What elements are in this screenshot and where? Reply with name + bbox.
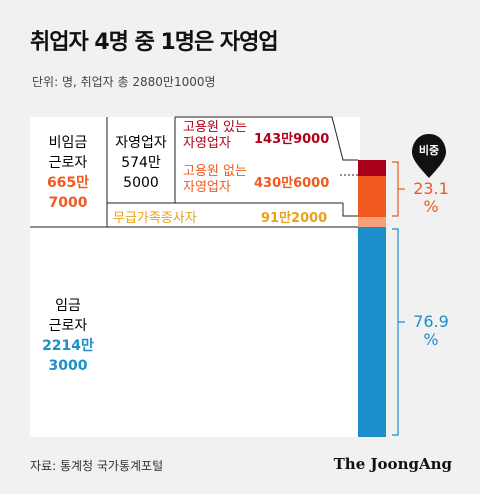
without-emp-label-2: 자영업자	[183, 180, 231, 195]
unpaid-label: 무급가족종사자	[113, 211, 197, 226]
wage-label-1: 임금	[55, 298, 81, 314]
selfemp-block: 자영업자 574만 5000	[108, 133, 174, 193]
nonwage-value-1: 665만	[46, 175, 90, 191]
selfemp-value-1: 574만	[121, 155, 161, 171]
pct-wage-value: 76.9	[413, 312, 449, 331]
unit-note: 단위: 명, 취업자 총 2880만1000명	[32, 75, 216, 89]
with-emp-label-1: 고용원 있는	[183, 120, 247, 135]
wage-value-2: 3000	[48, 358, 88, 374]
nonwage-label-1: 비임금	[48, 135, 88, 151]
nonwage-panel	[30, 117, 360, 227]
pct-wage: 76.9 %	[410, 313, 452, 349]
without-emp-label-1: 고용원 없는	[183, 164, 247, 179]
nonwage-label-2: 근로자	[48, 155, 88, 171]
with-emp-label: 고용원 있는 자영업자	[183, 120, 247, 152]
pct-nonwage-unit: %	[423, 197, 439, 216]
without-emp-label: 고용원 없는 자영업자	[183, 164, 247, 196]
wage-label-2: 근로자	[48, 318, 88, 334]
wage-panel	[30, 227, 360, 437]
nonwage-value-2: 7000	[48, 195, 88, 211]
unpaid-value: 91만2000	[261, 211, 328, 226]
share-badge: 비중	[418, 144, 440, 157]
wage-block: 임금 근로자 2214만 3000	[38, 296, 98, 376]
selfemp-value-2: 5000	[123, 175, 159, 191]
nonwage-block: 비임금 근로자 665만 7000	[38, 133, 98, 213]
source-note: 자료: 통계청 국가통계포털	[30, 459, 164, 473]
selfemp-label: 자영업자	[115, 135, 167, 151]
page-title: 취업자 4명 중 1명은 자영업	[30, 30, 279, 55]
without-emp-value: 430만6000	[254, 176, 330, 191]
pct-wage-unit: %	[423, 330, 439, 349]
publisher-logo: The JoongAng	[333, 455, 452, 473]
with-emp-label-2: 자영업자	[183, 136, 231, 151]
pct-nonwage-value: 23.1	[413, 179, 449, 198]
with-emp-value: 143만9000	[254, 132, 330, 147]
wage-value-1: 2214만	[42, 338, 94, 354]
pct-nonwage: 23.1 %	[410, 180, 452, 216]
